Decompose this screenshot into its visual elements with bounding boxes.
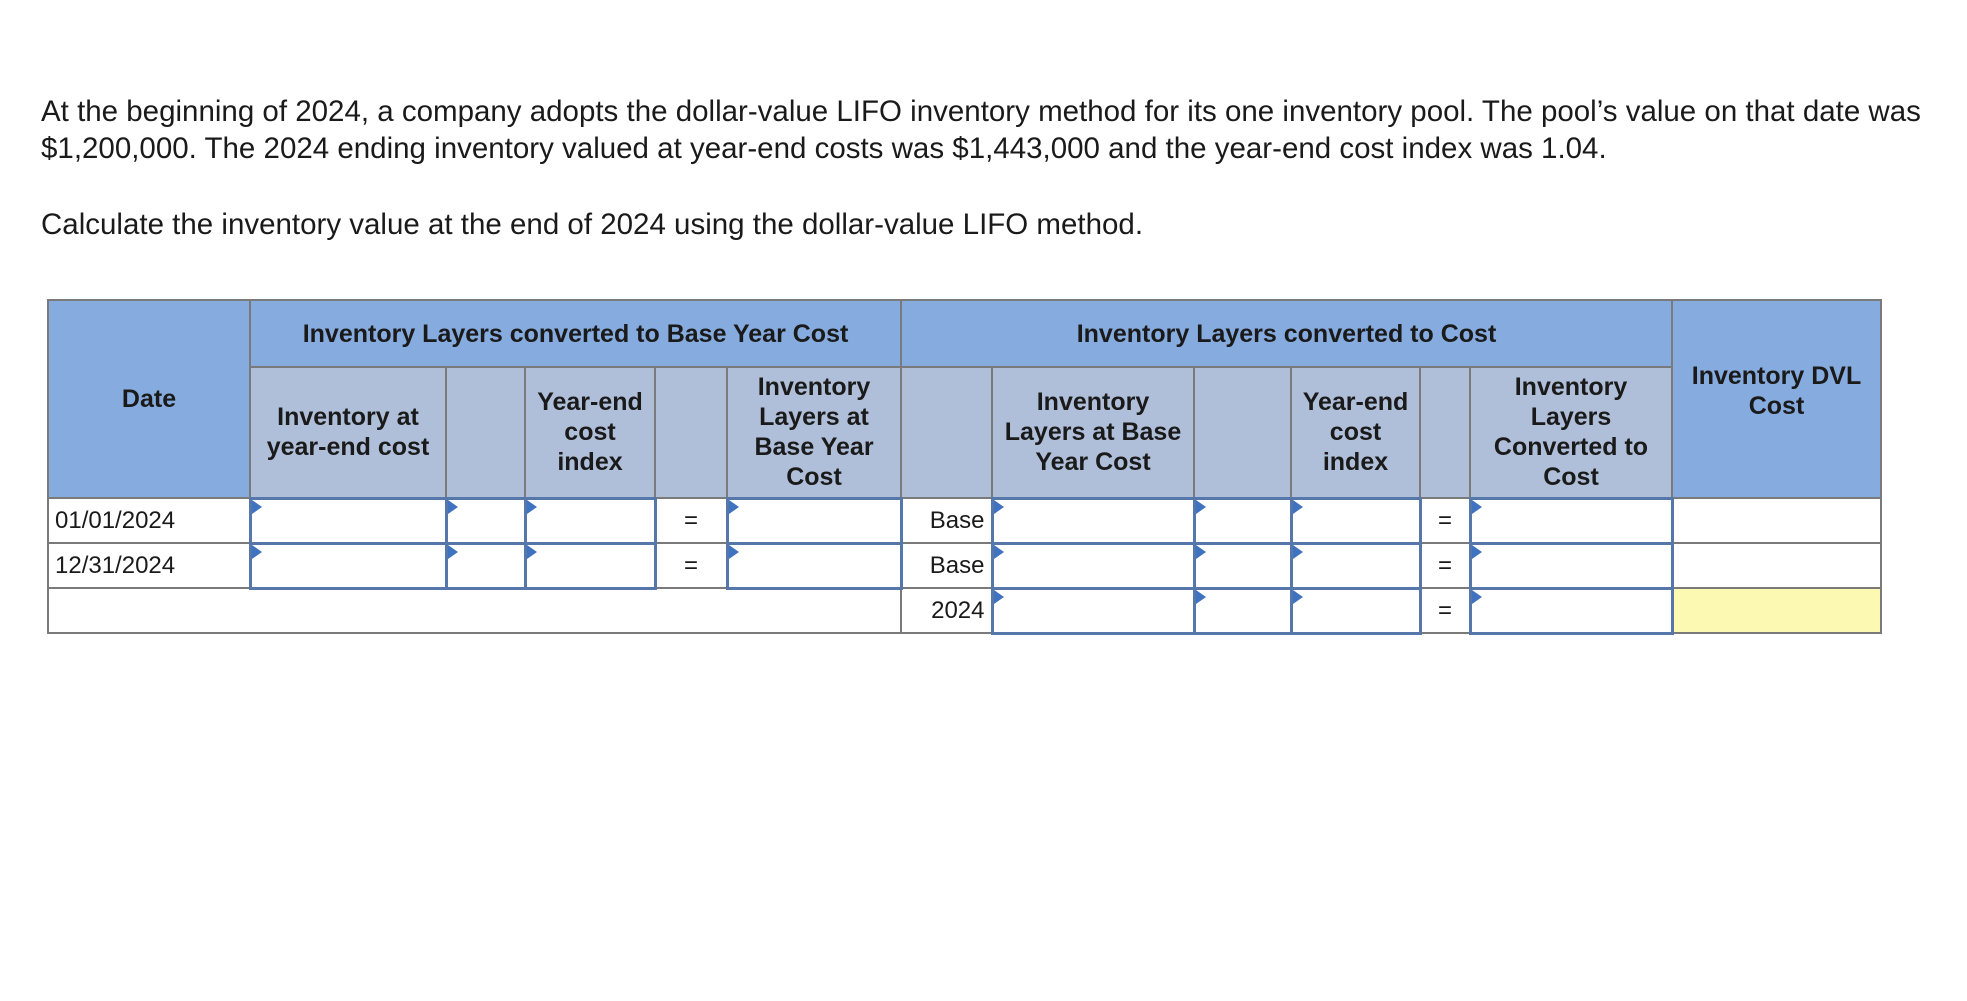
dvl-cost-header: Inventory DVL Cost (1671, 299, 1882, 499)
year-end-cost-index-input-2[interactable] (1289, 586, 1422, 635)
operator-header-2 (1193, 366, 1292, 499)
year-end-cost-index-input[interactable] (523, 496, 657, 545)
layer-label: Base (900, 497, 993, 544)
layer-label: 2024 (900, 587, 993, 634)
table-row: 01/01/2024 = Base = (47, 496, 1882, 545)
date-cell: 01/01/2024 (47, 497, 251, 544)
year-end-cost-index-header-1: Year-end cost index (524, 366, 656, 499)
date-cell: 12/31/2024 (47, 542, 251, 589)
operator-input[interactable] (444, 496, 527, 545)
operator-header-1 (445, 366, 526, 499)
equals-header-2 (1419, 366, 1471, 499)
equals-sign: = (654, 497, 728, 544)
layers-converted-input[interactable] (1468, 496, 1674, 545)
year-end-cost-index-input-2[interactable] (1289, 496, 1422, 545)
layers-converted-input[interactable] (1468, 541, 1674, 590)
equals-sign-2: = (1419, 497, 1471, 544)
dvl-cost-cell (1671, 497, 1882, 544)
operator-input[interactable] (444, 541, 527, 590)
inventory-year-end-cost-header: Inventory at year-end cost (249, 366, 447, 499)
equals-header-1 (654, 366, 728, 499)
operator-input-2[interactable] (1192, 541, 1293, 590)
layers-base-year-cost-input[interactable] (990, 496, 1196, 545)
layers-base-year-header-2: Inventory Layers at Base Year Cost (991, 366, 1195, 499)
base-year-cost-group-header: Inventory Layers converted to Base Year … (249, 299, 902, 368)
operator-input-2[interactable] (1192, 496, 1293, 545)
inventory-year-end-cost-input[interactable] (248, 496, 448, 545)
layers-base-year-cost-input[interactable] (990, 541, 1196, 590)
layers-converted-input[interactable] (1468, 586, 1674, 635)
layer-label: Base (900, 542, 993, 589)
empty-cell (47, 587, 902, 634)
layers-converted-header: Inventory Layers Converted to Cost (1469, 366, 1673, 499)
layers-base-year-input[interactable] (725, 541, 903, 590)
layer-label-header (900, 366, 993, 499)
cost-group-header: Inventory Layers converted to Cost (900, 299, 1673, 368)
inventory-year-end-cost-input[interactable] (248, 541, 448, 590)
layers-base-year-header: Inventory Layers at Base Year Cost (726, 366, 902, 499)
dvl-cost-cell (1671, 542, 1882, 589)
layers-base-year-input[interactable] (725, 496, 903, 545)
year-end-cost-index-input[interactable] (523, 541, 657, 590)
table-row: 2024 = (47, 586, 1882, 635)
question-paragraph-2: Calculate the inventory value at the end… (41, 208, 1144, 241)
operator-input-2[interactable] (1192, 586, 1293, 635)
equals-sign-2: = (1419, 587, 1471, 634)
table-row: 12/31/2024 = Base = (47, 541, 1882, 590)
year-end-cost-index-header-2: Year-end cost index (1290, 366, 1421, 499)
equals-sign-2: = (1419, 542, 1471, 589)
dvl-cost-total-cell[interactable] (1671, 587, 1882, 634)
equals-sign: = (654, 542, 728, 589)
question-paragraph-1: At the beginning of 2024, a company adop… (41, 95, 1921, 165)
year-end-cost-index-input-2[interactable] (1289, 541, 1422, 590)
date-header: Date (47, 299, 251, 499)
layers-base-year-cost-input[interactable] (990, 586, 1196, 635)
dvl-worksheet-table: Date Inventory Layers converted to Base … (47, 299, 1882, 635)
